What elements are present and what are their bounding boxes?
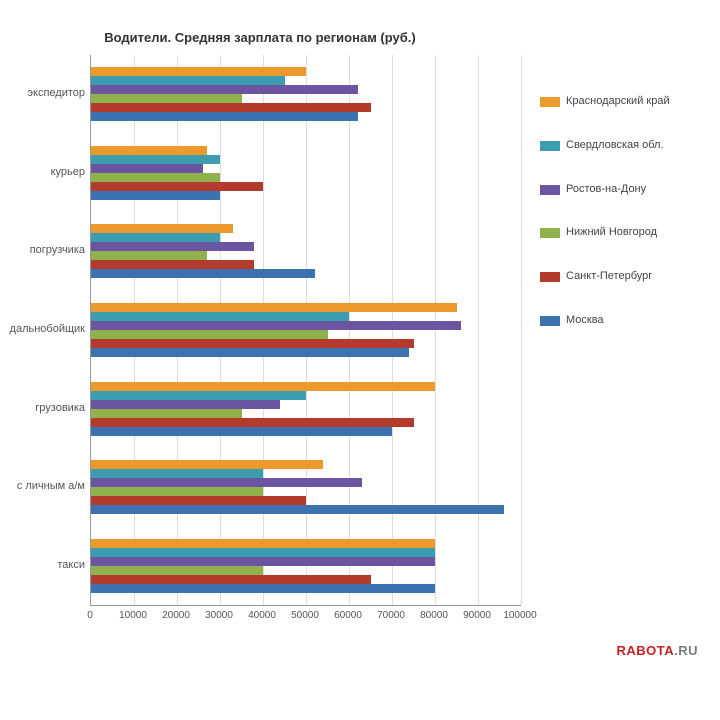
legend-swatch — [540, 316, 560, 326]
y-tick-label: грузовика — [5, 402, 85, 414]
y-tick-label: дальнобойщик — [5, 323, 85, 335]
gridline — [478, 55, 479, 605]
bar — [91, 400, 280, 409]
bar — [91, 348, 409, 357]
bar — [91, 391, 306, 400]
chart-container: Водители. Средняя зарплата по регионам (… — [0, 0, 720, 720]
bar — [91, 469, 263, 478]
x-tick-label: 0 — [87, 610, 93, 621]
bar — [91, 94, 242, 103]
gridline — [392, 55, 393, 605]
x-tick-label: 90000 — [463, 610, 491, 621]
bar — [91, 164, 203, 173]
bar — [91, 339, 414, 348]
bar — [91, 312, 349, 321]
bar — [91, 330, 328, 339]
gridline — [521, 55, 522, 605]
bar — [91, 67, 306, 76]
legend-swatch — [540, 141, 560, 151]
bar — [91, 584, 435, 593]
bar — [91, 427, 392, 436]
legend-item: Москва — [540, 314, 700, 328]
y-tick-label: погрузчика — [5, 244, 85, 256]
bar — [91, 233, 220, 242]
x-tick-label: 40000 — [248, 610, 276, 621]
bar — [91, 303, 457, 312]
bar — [91, 566, 263, 575]
y-tick-label: курьер — [5, 166, 85, 178]
bar — [91, 224, 233, 233]
legend-swatch — [540, 228, 560, 238]
legend-swatch — [540, 97, 560, 107]
legend-item: Нижний Новгород — [540, 226, 700, 240]
gridline — [349, 55, 350, 605]
bar — [91, 269, 315, 278]
legend-item: Свердловская обл. — [540, 139, 700, 153]
bar — [91, 539, 435, 548]
watermark-grey: .RU — [674, 643, 698, 658]
bar — [91, 487, 263, 496]
gridline — [435, 55, 436, 605]
bar — [91, 242, 254, 251]
bar — [91, 478, 362, 487]
y-tick-label: экспедитор — [5, 87, 85, 99]
x-tick-label: 10000 — [119, 610, 147, 621]
watermark: RABOTA.RU — [616, 643, 698, 658]
x-tick-label: 70000 — [377, 610, 405, 621]
legend-item: Краснодарский край — [540, 95, 700, 109]
bar — [91, 85, 358, 94]
bar — [91, 496, 306, 505]
bar — [91, 155, 220, 164]
bar — [91, 557, 435, 566]
legend-label: Москва — [566, 314, 604, 328]
bar — [91, 460, 323, 469]
legend-swatch — [540, 272, 560, 282]
legend-label: Краснодарский край — [566, 95, 670, 109]
bar — [91, 321, 461, 330]
bar — [91, 182, 263, 191]
bar — [91, 260, 254, 269]
x-tick-label: 80000 — [420, 610, 448, 621]
bar — [91, 251, 207, 260]
bar — [91, 191, 220, 200]
legend-label: Ростов-на-Дону — [566, 183, 646, 197]
legend-item: Санкт-Петербург — [540, 270, 700, 284]
bar — [91, 382, 435, 391]
bar — [91, 112, 358, 121]
watermark-red: RABOTA — [616, 643, 674, 658]
legend-label: Санкт-Петербург — [566, 270, 652, 284]
bar — [91, 146, 207, 155]
bar — [91, 575, 371, 584]
bar — [91, 505, 504, 514]
legend-label: Свердловская обл. — [566, 139, 664, 153]
legend: Краснодарский край Свердловская обл. Росто… — [540, 95, 700, 358]
x-tick-label: 60000 — [334, 610, 362, 621]
bar — [91, 76, 285, 85]
bar — [91, 173, 220, 182]
y-tick-label: такси — [5, 559, 85, 571]
bar — [91, 409, 242, 418]
legend-item: Ростов-на-Дону — [540, 183, 700, 197]
x-tick-label: 50000 — [291, 610, 319, 621]
plot-area — [90, 55, 521, 606]
bar — [91, 418, 414, 427]
x-tick-label: 20000 — [162, 610, 190, 621]
legend-swatch — [540, 185, 560, 195]
x-tick-label: 30000 — [205, 610, 233, 621]
bar — [91, 548, 435, 557]
chart-title: Водители. Средняя зарплата по регионам (… — [0, 30, 520, 45]
bar — [91, 103, 371, 112]
x-tick-label: 100000 — [503, 610, 536, 621]
y-tick-label: с личным а/м — [5, 480, 85, 492]
legend-label: Нижний Новгород — [566, 226, 657, 240]
